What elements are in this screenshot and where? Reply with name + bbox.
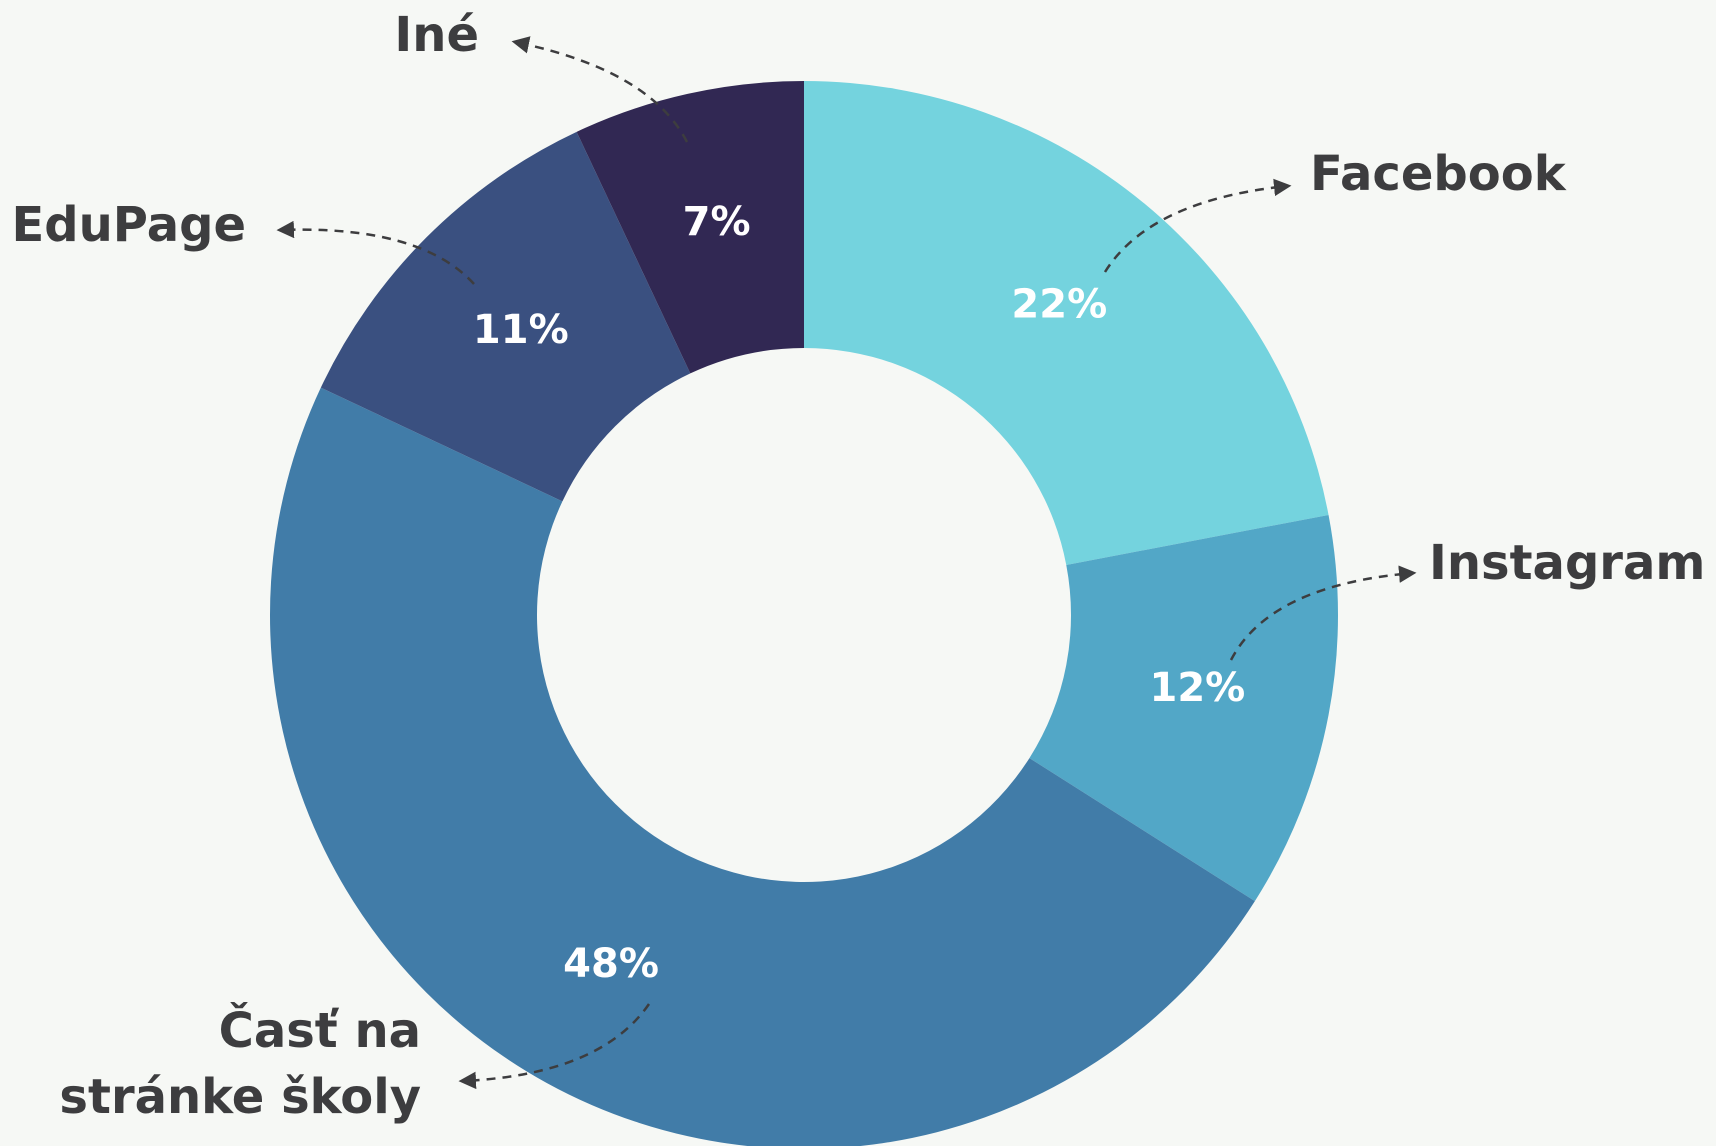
leader-arrow — [458, 1003, 651, 1090]
value-label: 22% — [1011, 281, 1107, 327]
slice — [270, 387, 1255, 1146]
label-line: stránke školy — [59, 1069, 421, 1125]
category-label: Iné — [394, 7, 479, 63]
slice — [576, 81, 804, 374]
category-label: Instagram — [1429, 535, 1705, 591]
value-label: 12% — [1150, 665, 1246, 711]
value-label: 48% — [563, 941, 659, 987]
leader-arrow — [511, 36, 689, 143]
slice — [804, 81, 1329, 565]
category-label: EduPage — [11, 197, 246, 253]
value-label: 11% — [473, 307, 569, 353]
label-line: Časť na — [219, 1002, 421, 1059]
slice — [1029, 514, 1338, 902]
leader-arrow — [1103, 178, 1292, 273]
category-label: Časť na stránke školy — [59, 1002, 421, 1125]
value-label: 7% — [683, 199, 751, 245]
slice — [320, 131, 691, 502]
category-label: Facebook — [1310, 146, 1567, 202]
leader-arrow — [276, 220, 475, 285]
leader-arrow — [1229, 565, 1417, 661]
